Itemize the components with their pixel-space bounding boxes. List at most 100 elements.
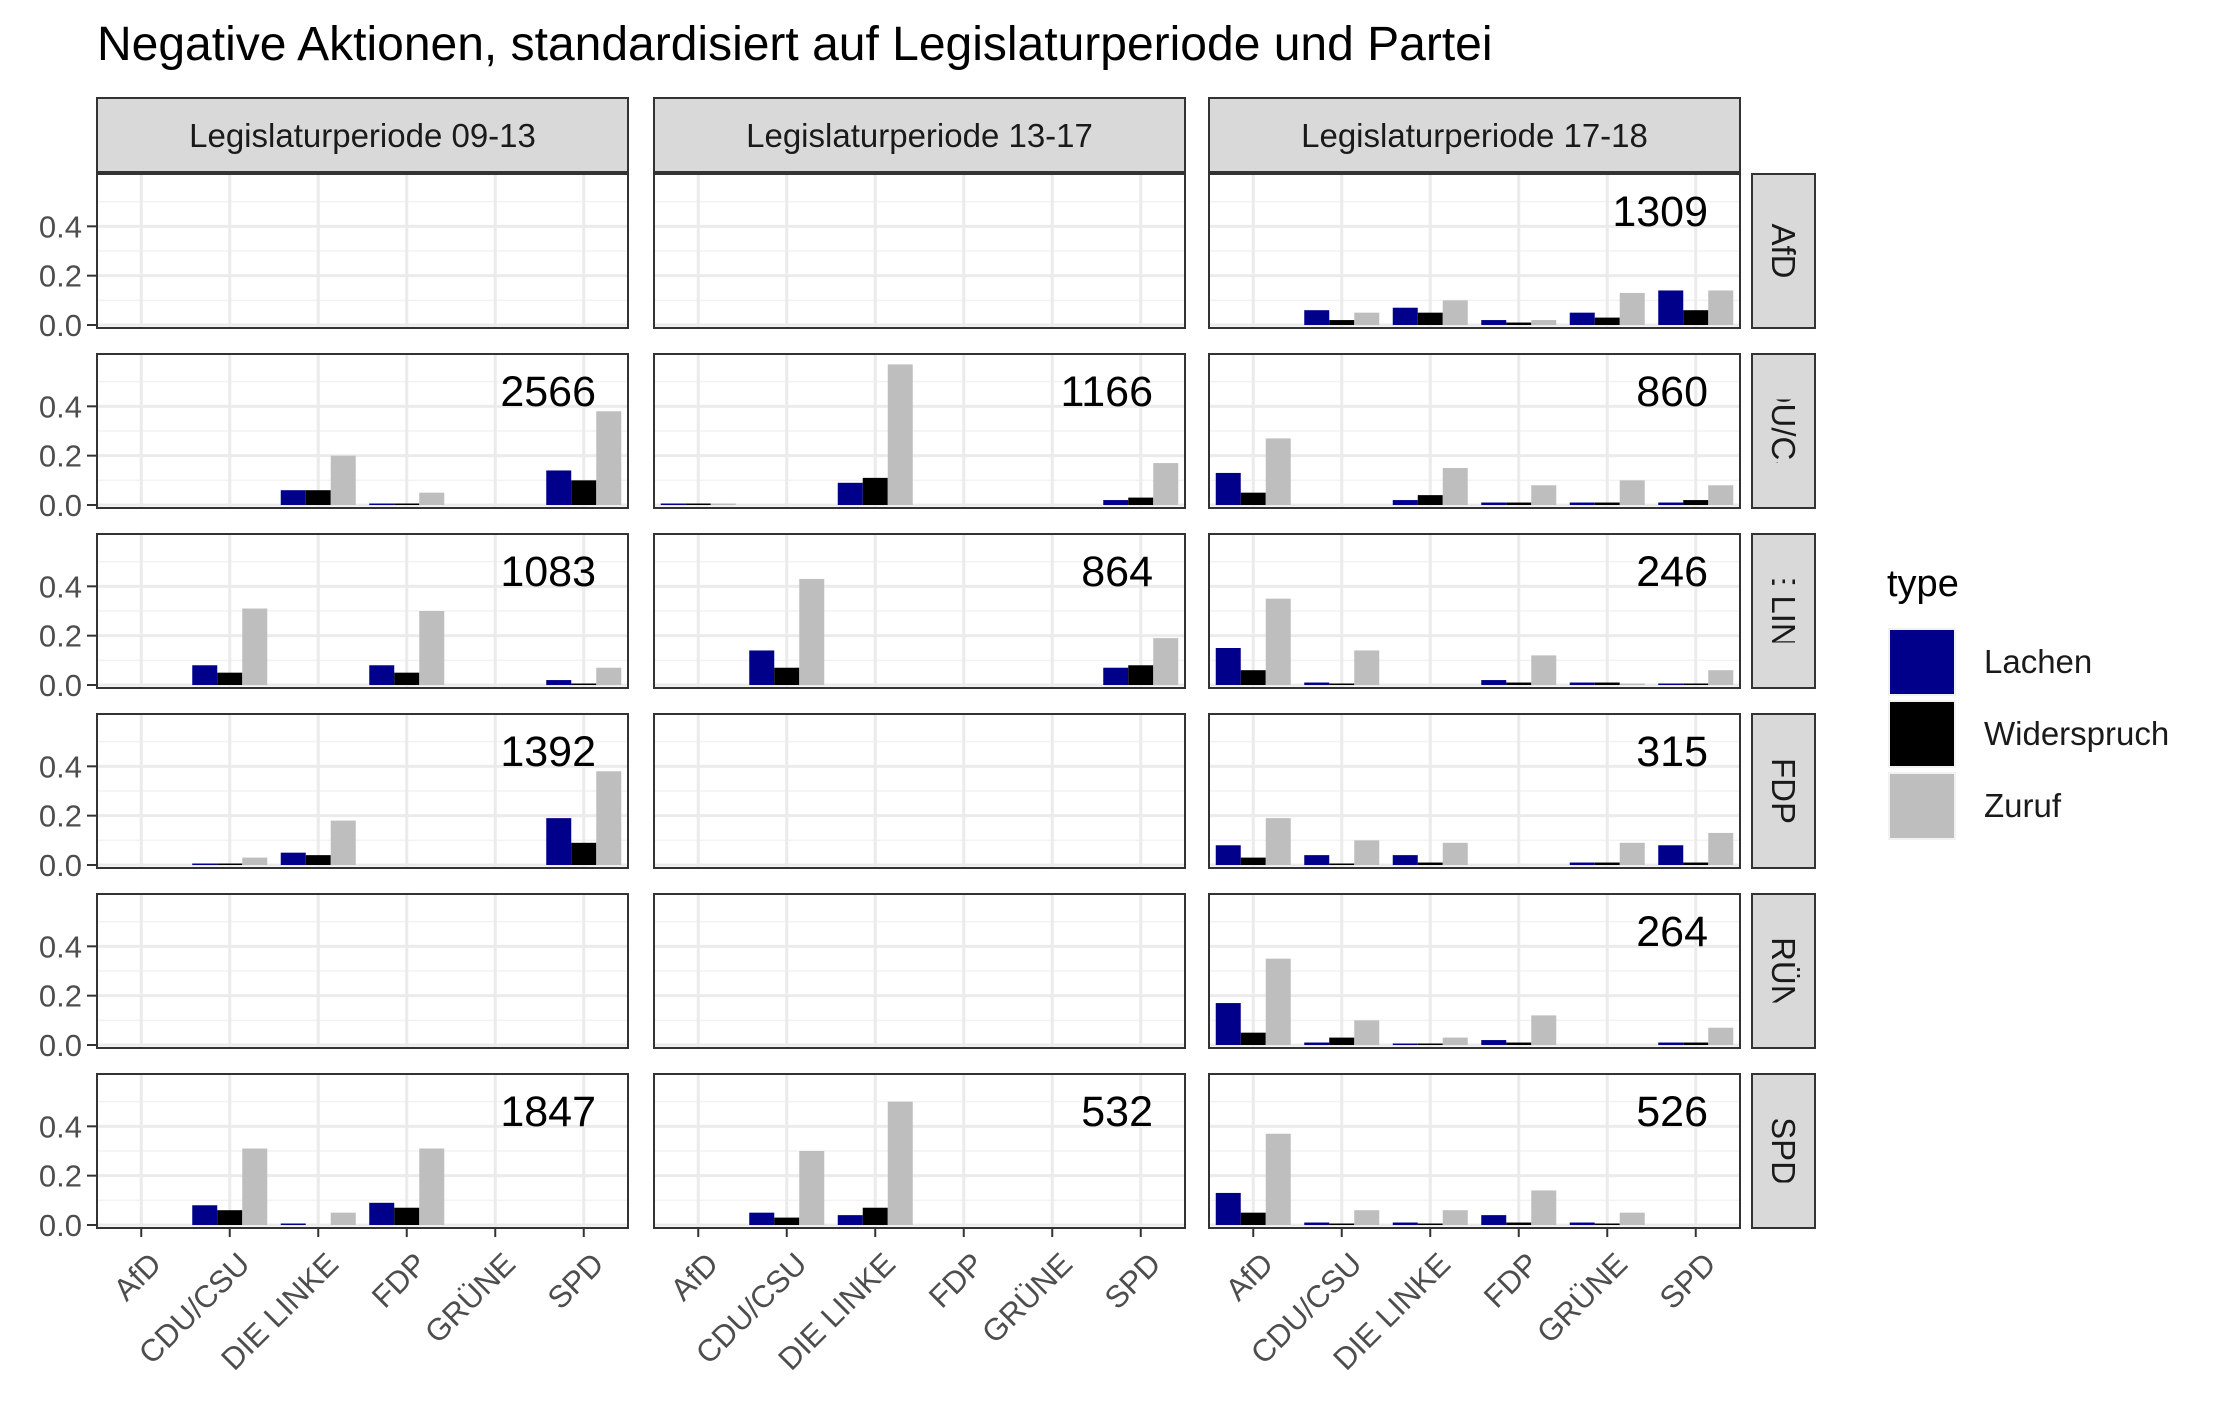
panel-border (96, 173, 629, 329)
bar-widerspruch (394, 672, 420, 685)
panel: 1083 (96, 533, 629, 689)
count-label: 864 (1081, 548, 1153, 596)
count-label: 1392 (500, 728, 596, 776)
bar-widerspruch (1417, 1223, 1443, 1225)
legend-title: type (1887, 563, 1959, 605)
panel: 1847 (96, 1073, 629, 1229)
bar-lachen (1215, 1003, 1241, 1045)
panel (96, 173, 629, 329)
bar-widerspruch (1417, 312, 1443, 325)
bar-zuruf (596, 411, 622, 505)
bar-lachen (1304, 310, 1330, 325)
panel-border (653, 173, 1186, 329)
bar-zuruf (596, 667, 622, 685)
y-tick-label: 0.2 (39, 1159, 82, 1194)
y-tick-label: 0.2 (39, 979, 82, 1014)
bar-lachen (1304, 1222, 1330, 1225)
bar-widerspruch (1506, 1042, 1532, 1045)
panel: 532 (653, 1073, 1186, 1229)
y-tick-label: 0.4 (39, 389, 82, 424)
row-strip-label: SPD (1765, 1117, 1802, 1185)
bar-lachen (1569, 312, 1595, 325)
legend-label: Zuruf (1984, 787, 2062, 824)
count-label: 246 (1636, 548, 1708, 596)
bar-zuruf (1354, 1210, 1380, 1225)
bar-lachen (1658, 1042, 1684, 1045)
count-label: 860 (1636, 368, 1708, 416)
count-label: 1309 (1612, 188, 1708, 236)
bar-zuruf (1619, 683, 1645, 685)
bar-widerspruch (217, 863, 243, 865)
count-label: 2566 (500, 368, 596, 416)
bar-widerspruch (1329, 683, 1355, 685)
panel: 246 (1208, 533, 1741, 689)
bar-widerspruch (862, 1207, 888, 1225)
bar-zuruf (1265, 1133, 1291, 1225)
panel-border (1208, 533, 1741, 689)
bar-zuruf (242, 608, 268, 685)
bar-zuruf (1531, 655, 1557, 685)
panel-border (96, 353, 629, 509)
bar-zuruf (419, 1148, 445, 1225)
bar-zuruf (1354, 840, 1380, 865)
bar-widerspruch (217, 672, 243, 685)
panel-border (653, 713, 1186, 869)
y-tick-label: 0.2 (39, 439, 82, 474)
bar-lachen (192, 863, 218, 865)
bar-widerspruch (1417, 862, 1443, 865)
row-strip-label: FDP (1765, 758, 1802, 824)
bar-widerspruch (1329, 1223, 1355, 1225)
count-label: 1083 (500, 548, 596, 596)
bar-zuruf (1708, 670, 1734, 685)
panel: 2566 (96, 353, 629, 509)
y-tick-label: 0.4 (39, 1109, 82, 1144)
bar-lachen (1215, 472, 1241, 505)
bar-lachen (1658, 290, 1684, 325)
bar-lachen (1658, 683, 1684, 685)
bar-lachen (1304, 682, 1330, 685)
bar-zuruf (1442, 468, 1468, 505)
y-tick-label: 0.0 (39, 1028, 82, 1063)
row-strip-label: AfD (1765, 223, 1802, 278)
bar-lachen (1215, 1192, 1241, 1225)
bar-widerspruch (1417, 1043, 1443, 1045)
bar-lachen (1481, 680, 1507, 685)
count-label: 526 (1636, 1088, 1708, 1136)
bar-zuruf (1442, 842, 1468, 865)
bar-widerspruch (217, 1210, 243, 1225)
row-strip-label: DIE LINKE (1765, 531, 1802, 691)
y-tick-label: 0.0 (39, 308, 82, 343)
bar-zuruf (1531, 1190, 1557, 1225)
bar-widerspruch (394, 503, 420, 505)
panel-border (1208, 1073, 1741, 1229)
y-tick-label: 0.0 (39, 848, 82, 883)
bar-lachen (192, 1205, 218, 1225)
bar-zuruf (1531, 1015, 1557, 1045)
bar-widerspruch (1594, 317, 1620, 325)
bar-zuruf (1619, 292, 1645, 325)
bar-zuruf (1442, 1210, 1468, 1225)
panel-border (1208, 173, 1741, 329)
panel-border (653, 533, 1186, 689)
y-tick-label: 0.0 (39, 668, 82, 703)
legend: type Lachen Widerspruch Zuruf (1887, 563, 2169, 840)
panel: 1392 (96, 713, 629, 869)
bar-widerspruch (1128, 665, 1154, 685)
bar-lachen (1392, 307, 1418, 325)
bar-lachen (1481, 1215, 1507, 1225)
bar-widerspruch (1329, 1037, 1355, 1045)
bar-zuruf (1265, 958, 1291, 1045)
bar-widerspruch (1683, 1042, 1709, 1045)
bar-lachen (1481, 502, 1507, 505)
row-strip (1751, 173, 1816, 329)
legend-swatch (1890, 630, 1954, 694)
row-strip (1751, 353, 1816, 509)
bar-zuruf (419, 492, 445, 505)
col-strip (96, 97, 629, 173)
legend-swatch (1890, 702, 1954, 766)
bar-lachen (1658, 502, 1684, 505)
bar-widerspruch (1594, 682, 1620, 685)
bar-lachen (1392, 855, 1418, 865)
bar-zuruf (1354, 650, 1380, 685)
bar-zuruf (1153, 463, 1179, 505)
